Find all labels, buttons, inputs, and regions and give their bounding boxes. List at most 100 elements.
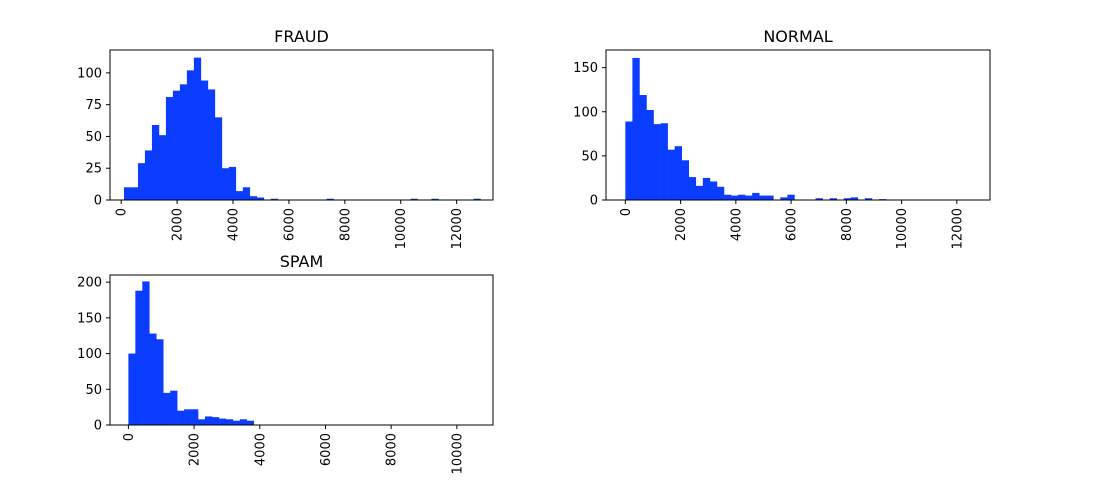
normal-bar	[660, 123, 668, 200]
fraud-bar	[242, 187, 251, 200]
fraud-x-tick-label: 6000	[282, 208, 297, 241]
normal-bar	[716, 186, 725, 200]
normal-bar	[815, 198, 823, 200]
fraud-y-tick-label: 75	[85, 98, 102, 113]
normal-histogram-panel: NORMAL 0 50 100 150 0 2000 4000 6000 8000 10000 12…	[573, 27, 991, 249]
fraud-bar	[158, 135, 167, 200]
spam-x-tick-label: 4000	[253, 433, 268, 466]
fraud-bar	[326, 198, 334, 200]
normal-bar	[738, 194, 746, 200]
fraud-bar	[249, 196, 258, 200]
spam-bar	[225, 419, 234, 425]
spam-y-tick-label: 200	[77, 276, 102, 291]
fraud-bar	[410, 198, 418, 200]
spam-y-tick-label: 100	[77, 347, 102, 362]
normal-bar	[780, 197, 788, 200]
spam-bar	[211, 417, 220, 425]
normal-bar	[688, 177, 697, 200]
normal-bar	[653, 124, 661, 200]
spam-bar	[163, 392, 171, 425]
normal-y-tick-label: 50	[581, 149, 598, 164]
normal-bar	[752, 192, 760, 200]
normal-bar	[723, 194, 732, 200]
normal-bar	[646, 110, 654, 200]
spam-bar	[184, 409, 192, 425]
fraud-y-tick-label: 100	[77, 66, 102, 81]
normal-x-tick-label: 0	[619, 208, 634, 216]
fraud-bar	[130, 187, 139, 200]
normal-bar	[766, 195, 774, 200]
spam-bar	[177, 410, 185, 425]
fraud-bar	[137, 163, 146, 200]
fraud-chart-title: FRAUD	[274, 27, 329, 46]
fraud-x-tick-label: 8000	[338, 208, 353, 241]
spam-bar	[218, 418, 227, 425]
normal-bar	[674, 146, 682, 200]
normal-bar	[850, 197, 859, 200]
normal-bar	[702, 177, 711, 200]
normal-y-tick-label: 0	[590, 194, 598, 209]
fraud-bar	[270, 198, 279, 200]
spam-bar	[135, 290, 143, 425]
spam-y-tick-label: 0	[94, 419, 102, 434]
fraud-bar	[473, 198, 481, 200]
spam-bar	[128, 353, 136, 425]
fraud-x-tick-label: 12000	[450, 208, 465, 249]
fraud-x-tick-label: 0	[115, 208, 130, 216]
spam-x-tick-label: 0	[122, 433, 137, 441]
fraud-histogram-panel: FRAUD 0 25 50 75 100 0 2000 4000 6000 8000 10000 12…	[77, 27, 494, 249]
spam-axes-frame	[109, 274, 494, 426]
fraud-bar	[207, 89, 216, 200]
normal-bar	[667, 149, 675, 200]
normal-bars	[625, 57, 887, 200]
spam-y-tick-label: 50	[85, 383, 102, 398]
fraud-y-tick-label: 25	[85, 162, 102, 177]
spam-x-tick-label: 8000	[385, 433, 400, 466]
spam-bar	[191, 409, 199, 425]
normal-bar	[829, 198, 837, 200]
spam-x-tick-label: 10000	[450, 433, 465, 474]
spam-bar	[232, 420, 241, 425]
fraud-bar	[256, 197, 265, 200]
fraud-x-tick-label: 2000	[171, 208, 186, 241]
normal-y-tick-label: 100	[573, 105, 598, 120]
normal-x-tick-label: 12000	[950, 208, 965, 249]
fraud-bar	[221, 168, 230, 200]
spam-chart-title: SPAM	[280, 252, 324, 271]
spam-bar	[149, 333, 157, 425]
fraud-bars	[123, 57, 481, 200]
fraud-x-tick-label: 10000	[394, 208, 409, 249]
normal-bar	[787, 194, 795, 200]
normal-bar	[759, 195, 767, 200]
fraud-axes-frame	[109, 49, 494, 201]
normal-x-tick-label: 2000	[674, 208, 689, 241]
fraud-y-tick-label: 0	[94, 194, 102, 209]
normal-bar	[843, 198, 852, 200]
normal-x-tick-label: 4000	[729, 208, 744, 241]
normal-bar	[639, 95, 647, 200]
normal-bar	[731, 195, 739, 200]
normal-bar	[625, 121, 633, 200]
spam-bar	[142, 281, 150, 425]
fraud-bar	[144, 150, 153, 200]
fraud-bar	[235, 191, 244, 200]
fraud-bar	[186, 70, 195, 200]
spam-bar	[156, 339, 164, 425]
spam-y-tick-label: 150	[77, 311, 102, 326]
normal-y-tick-label: 150	[573, 61, 598, 76]
fraud-bar	[151, 125, 160, 200]
spam-bar	[239, 419, 248, 425]
spam-bars	[128, 281, 255, 425]
normal-bar	[632, 57, 640, 200]
fraud-bar	[123, 187, 132, 200]
spam-x-tick-label: 2000	[188, 433, 203, 466]
fraud-x-tick-label: 4000	[227, 208, 242, 241]
spam-x-tick-label: 6000	[319, 433, 334, 466]
fraud-bar	[179, 84, 188, 200]
fraud-bar	[193, 57, 202, 200]
fraud-bar	[172, 90, 181, 200]
normal-bar	[864, 198, 873, 200]
normal-axes-frame	[605, 49, 991, 201]
